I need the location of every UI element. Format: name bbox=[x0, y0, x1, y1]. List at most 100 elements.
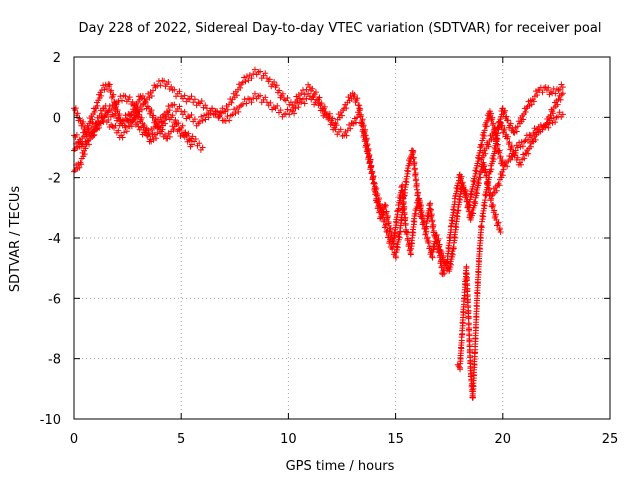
data-point bbox=[121, 129, 128, 136]
data-point bbox=[395, 205, 402, 212]
data-point bbox=[235, 108, 242, 115]
data-point bbox=[546, 117, 553, 124]
data-point bbox=[402, 220, 409, 227]
data-point bbox=[459, 320, 466, 327]
data-point bbox=[460, 301, 467, 308]
data-point bbox=[444, 256, 451, 263]
data-point bbox=[126, 94, 133, 101]
data-point bbox=[80, 118, 87, 125]
data-point bbox=[432, 232, 439, 239]
data-point bbox=[257, 68, 264, 75]
data-point bbox=[472, 346, 479, 353]
data-point bbox=[251, 66, 258, 73]
data-point bbox=[495, 219, 502, 226]
data-point bbox=[154, 129, 161, 136]
data-point bbox=[559, 111, 566, 118]
data-point bbox=[414, 186, 421, 193]
data-point bbox=[312, 89, 319, 96]
data-point bbox=[492, 211, 499, 218]
data-point bbox=[382, 202, 389, 209]
data-point bbox=[303, 95, 310, 102]
data-point bbox=[370, 173, 377, 180]
data-point bbox=[396, 234, 403, 241]
data-point bbox=[427, 200, 434, 207]
data-point bbox=[425, 238, 432, 245]
data-point bbox=[170, 126, 177, 133]
data-point bbox=[470, 383, 477, 390]
data-point bbox=[490, 120, 497, 127]
data-point bbox=[143, 125, 150, 132]
data-point bbox=[407, 251, 414, 258]
data-point bbox=[162, 120, 169, 127]
data-marks bbox=[71, 66, 566, 401]
data-point bbox=[295, 104, 302, 111]
data-point bbox=[90, 132, 97, 139]
data-point bbox=[394, 244, 401, 251]
data-point bbox=[328, 119, 335, 126]
data-point bbox=[322, 108, 329, 115]
data-point bbox=[332, 126, 339, 133]
data-point bbox=[377, 201, 384, 208]
data-point bbox=[471, 372, 478, 379]
data-point bbox=[481, 202, 488, 209]
data-point bbox=[362, 136, 369, 143]
data-point bbox=[202, 116, 209, 123]
data-point bbox=[454, 213, 461, 220]
data-point bbox=[416, 199, 423, 206]
data-point bbox=[138, 106, 145, 113]
data-point bbox=[413, 176, 420, 183]
y-tick-label: -8 bbox=[48, 353, 61, 368]
data-point bbox=[463, 263, 470, 270]
data-point bbox=[410, 148, 417, 155]
data-point bbox=[487, 110, 494, 117]
data-point bbox=[301, 91, 308, 98]
data-point bbox=[309, 94, 316, 101]
data-point bbox=[239, 101, 246, 108]
data-point bbox=[519, 143, 526, 150]
data-point bbox=[219, 105, 226, 112]
data-point bbox=[245, 77, 252, 84]
data-point bbox=[199, 117, 206, 124]
data-point bbox=[231, 106, 238, 113]
y-axis-label: SDTVAR / TECUs bbox=[8, 186, 23, 293]
data-point bbox=[531, 125, 538, 132]
data-point bbox=[286, 111, 293, 118]
data-point bbox=[545, 124, 552, 131]
data-point bbox=[556, 109, 563, 116]
data-point bbox=[368, 163, 375, 170]
data-point bbox=[485, 182, 492, 189]
data-point bbox=[241, 96, 248, 103]
data-point bbox=[226, 117, 233, 124]
data-point bbox=[411, 159, 418, 166]
data-point bbox=[530, 130, 537, 137]
data-point bbox=[271, 79, 278, 86]
data-point bbox=[246, 72, 253, 79]
data-point bbox=[274, 102, 281, 109]
data-point bbox=[499, 172, 506, 179]
data-point bbox=[109, 101, 116, 108]
data-point bbox=[121, 122, 128, 129]
data-point bbox=[463, 274, 470, 281]
data-point bbox=[470, 210, 477, 217]
data-point bbox=[399, 182, 406, 189]
data-point bbox=[243, 73, 250, 80]
data-point bbox=[91, 109, 98, 116]
data-point bbox=[136, 111, 143, 118]
data-point bbox=[493, 187, 500, 194]
data-point bbox=[525, 136, 532, 143]
data-point bbox=[443, 262, 450, 269]
data-point bbox=[552, 90, 559, 97]
data-point bbox=[412, 210, 419, 217]
data-point bbox=[496, 225, 503, 232]
data-point bbox=[423, 223, 430, 230]
data-point bbox=[559, 84, 566, 91]
data-point bbox=[466, 335, 473, 342]
data-point bbox=[558, 81, 565, 88]
data-point bbox=[373, 185, 380, 192]
data-point bbox=[161, 131, 168, 138]
data-point bbox=[458, 337, 465, 344]
data-point bbox=[429, 217, 436, 224]
data-point bbox=[447, 235, 454, 242]
data-point bbox=[135, 123, 142, 130]
data-point bbox=[410, 154, 417, 161]
